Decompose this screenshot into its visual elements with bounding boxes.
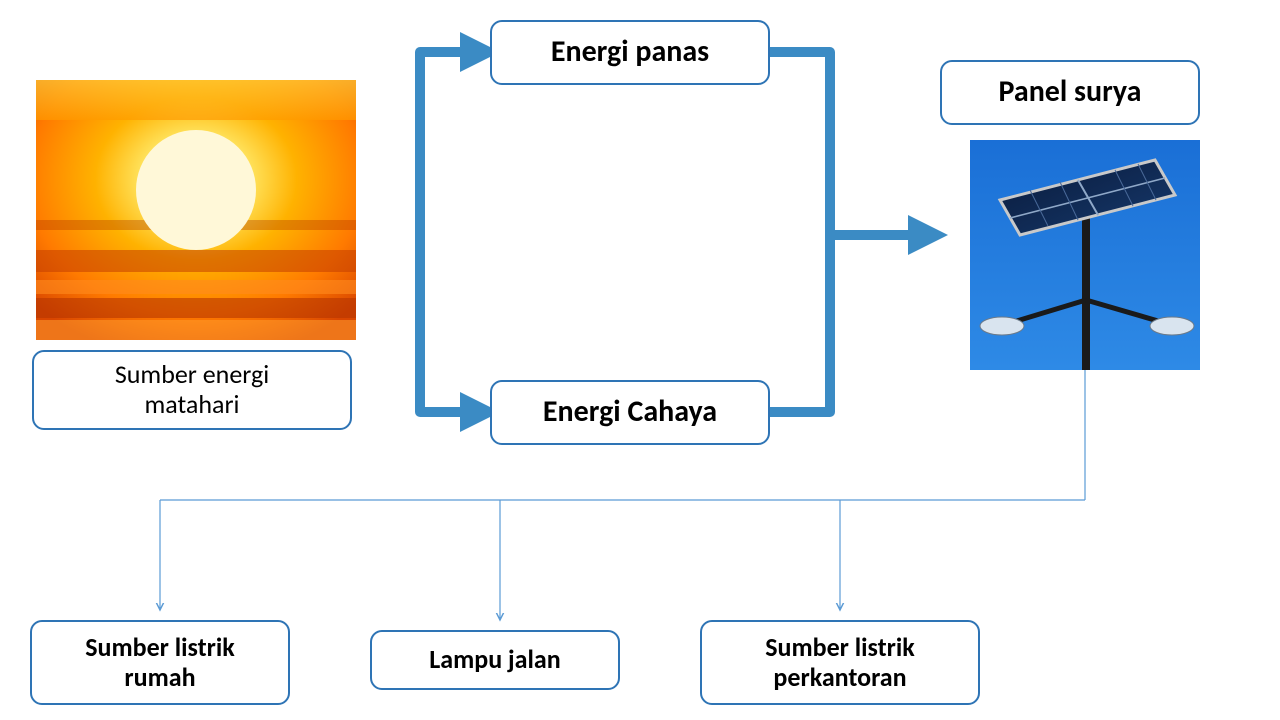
node-energi-cahaya: Energi Cahaya [490, 380, 770, 445]
node-sumber-listrik-perkantoran: Sumber listrikperkantoran [700, 620, 980, 705]
label-energi-cahaya: Energi Cahaya [543, 395, 717, 430]
label-sumber-listrik-perkantoran: Sumber listrikperkantoran [765, 633, 915, 693]
node-sumber-listrik-rumah: Sumber listrikrumah [30, 620, 290, 705]
label-panel-surya: Panel surya [999, 75, 1142, 110]
node-panel-surya: Panel surya [940, 60, 1200, 125]
label-sun-caption: Sumber energimatahari [115, 360, 269, 420]
node-sun-caption: Sumber energimatahari [32, 350, 352, 430]
sun-image [36, 80, 356, 340]
label-sumber-listrik-rumah: Sumber listrikrumah [85, 633, 235, 693]
label-lampu-jalan: Lampu jalan [429, 645, 560, 675]
label-energi-panas: Energi panas [551, 35, 709, 70]
node-lampu-jalan: Lampu jalan [370, 630, 620, 690]
node-energi-panas: Energi panas [490, 20, 770, 85]
solar-panel-image [970, 140, 1200, 370]
